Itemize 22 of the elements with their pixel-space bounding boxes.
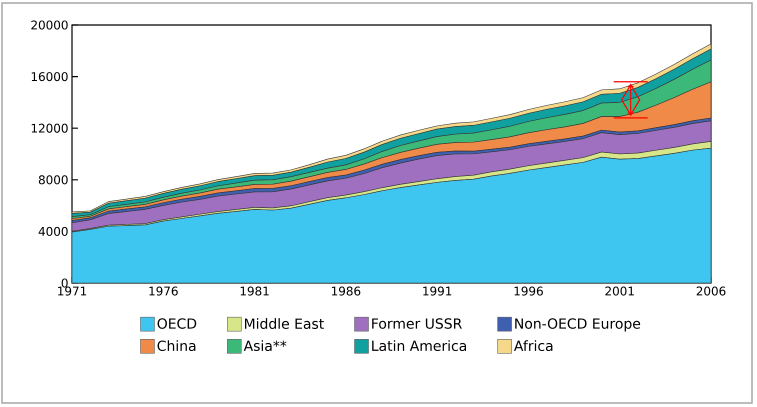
- x-tick-label: 1986: [332, 286, 360, 296]
- legend-label: Middle East: [244, 318, 324, 329]
- legend-label: OECD: [158, 318, 196, 329]
- x-tick-label: 2001: [605, 286, 634, 296]
- legend-label: Latin America: [372, 340, 466, 352]
- x-tick-label: 1976: [149, 286, 178, 296]
- legend-label: China: [158, 340, 196, 352]
- x-tick-label: 1996: [514, 286, 543, 296]
- y-tick-label: 4000: [38, 226, 68, 236]
- legend-label: Non-OECD Europe: [515, 318, 640, 332]
- y-tick-label: 8000: [38, 175, 68, 184]
- y-tick-label: 12000: [32, 124, 68, 133]
- x-tick-label: 1971: [58, 286, 86, 296]
- x-tick-label: 1981: [240, 286, 269, 296]
- x-tick-label: 1991: [423, 286, 452, 296]
- legend-label: Former USSR: [372, 318, 462, 329]
- legend-label: Asia**: [244, 340, 286, 352]
- y-tick-label: 20000: [31, 20, 68, 30]
- x-tick-label: 2006: [696, 286, 726, 296]
- legend-label: Africa: [514, 340, 552, 352]
- y-tick-label: 0: [62, 278, 68, 288]
- y-tick-label: 16000: [32, 72, 68, 82]
